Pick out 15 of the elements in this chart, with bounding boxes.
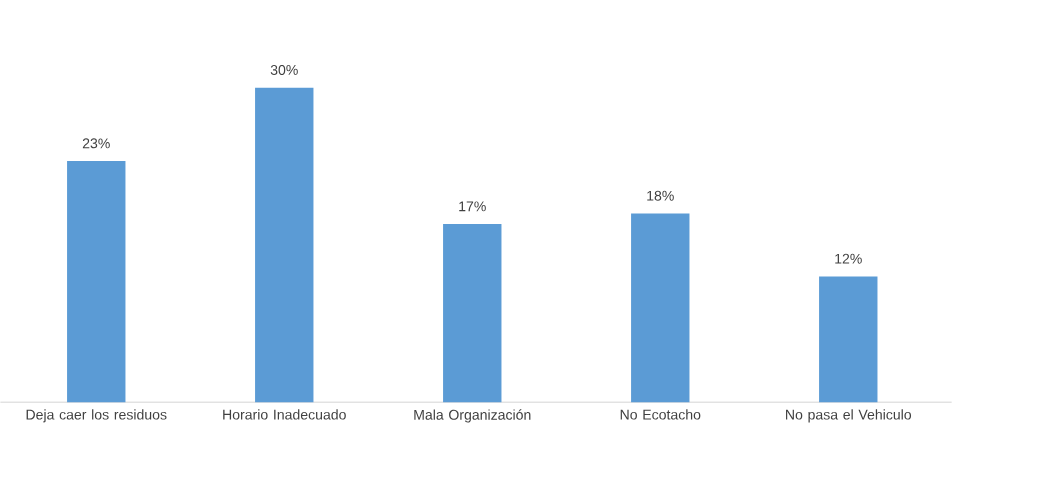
bar [631,213,690,403]
bar [819,276,878,403]
data-label: 17% [459,201,486,212]
bar [67,161,126,403]
x-tick-label: No pasa el Vehiculo [786,409,912,423]
data-label: 12% [835,253,862,264]
x-tick-label: Mala Organización [414,409,531,423]
bar [255,87,314,403]
x-tick-label: Horario Inadecuado [223,409,346,420]
data-label: 18% [647,190,674,201]
data-label: 30% [270,65,298,76]
bar [443,224,502,403]
x-tick-label: Deja caer los residuos [26,409,167,423]
data-label: 23% [82,138,110,149]
x-tick-label: No Ecotacho [620,409,701,420]
